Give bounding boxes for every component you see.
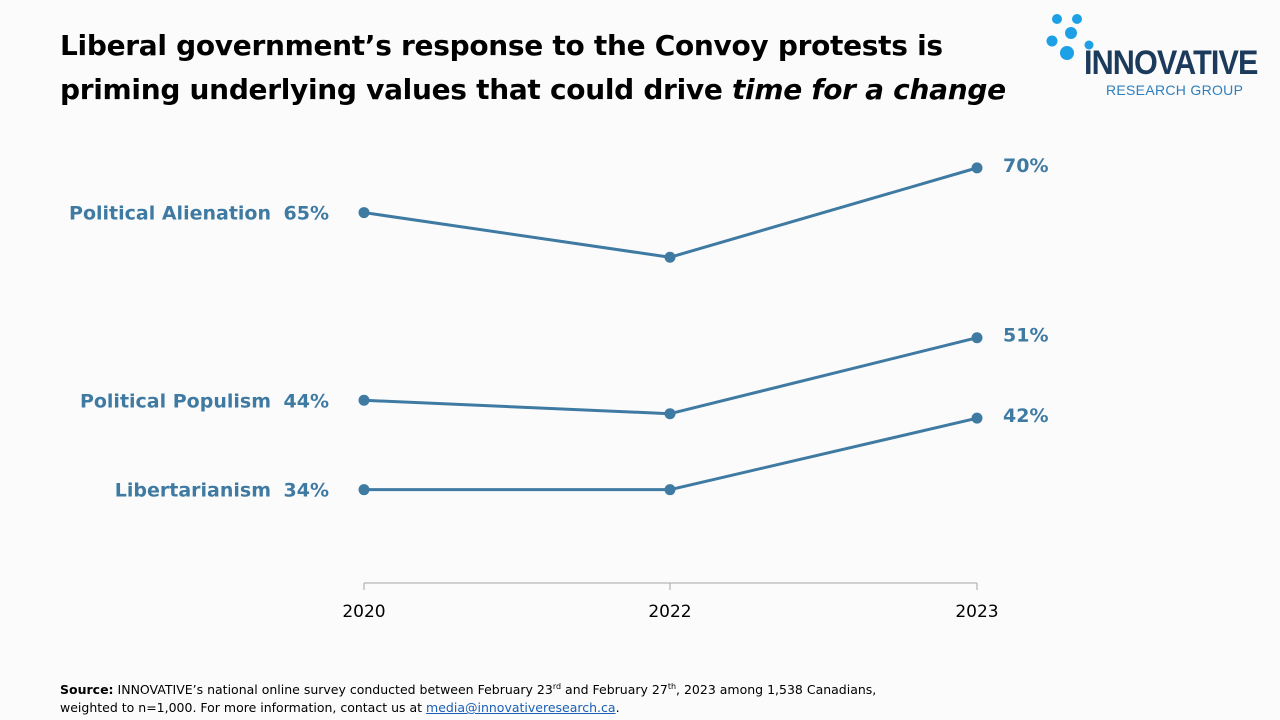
source-end: . xyxy=(615,700,620,716)
data-label-start: 65% xyxy=(284,203,329,225)
data-point xyxy=(358,394,370,406)
title-line-2: priming underlying values that could dri… xyxy=(60,68,1040,112)
x-tick-label: 2022 xyxy=(648,602,691,622)
source-note: Source: INNOVATIVE’s national online sur… xyxy=(60,678,960,717)
source-label: Source: xyxy=(60,682,114,698)
data-point xyxy=(971,162,983,174)
data-point xyxy=(664,408,676,420)
logo-wordmark: INNOVATIVE xyxy=(1084,44,1258,82)
data-point xyxy=(971,412,983,424)
data-point xyxy=(971,332,983,344)
series-name-label: Political Populism xyxy=(80,390,271,412)
source-text-c: , 2023 among 1,538 Canadians, xyxy=(676,682,877,698)
x-tick-label: 2023 xyxy=(955,602,998,622)
data-point xyxy=(358,484,370,496)
data-point xyxy=(664,251,676,263)
data-label-end: 42% xyxy=(1003,405,1048,427)
series-name-label: Political Alienation xyxy=(69,203,271,225)
source-text-b: and February 27 xyxy=(561,682,668,698)
series-line xyxy=(363,336,978,416)
title-line-2-prefix: priming underlying values that could dri… xyxy=(60,73,732,106)
data-label-end: 70% xyxy=(1003,155,1048,177)
data-label-start: 34% xyxy=(284,480,329,502)
logo-subtitle: RESEARCH GROUP xyxy=(1106,82,1244,98)
source-text-d: weighted to n=1,000. For more informatio… xyxy=(60,700,427,716)
title-line-1: Liberal government’s response to the Con… xyxy=(60,29,943,62)
source-sup-2: th xyxy=(667,682,677,691)
source-sup-1: rd xyxy=(552,682,562,691)
series-line xyxy=(364,416,978,492)
x-tick-label: 2020 xyxy=(342,602,385,622)
data-label-start: 44% xyxy=(284,390,329,412)
source-text-a: INNOVATIVE’s national online survey cond… xyxy=(117,682,553,698)
logo-dots-icon xyxy=(1046,14,1094,60)
series-line xyxy=(363,166,978,259)
page-title: Liberal government’s response to the Con… xyxy=(60,24,1040,112)
company-logo: INNOVATIVE RESEARCH GROUP xyxy=(1040,10,1275,105)
data-point xyxy=(664,484,676,496)
series-name-label: Libertarianism xyxy=(115,480,271,502)
data-label-end: 51% xyxy=(1003,325,1048,347)
contact-email-link[interactable]: media@innovativeresearch.ca xyxy=(426,700,616,716)
data-point xyxy=(358,207,370,219)
title-line-2-italic: time for a change xyxy=(731,73,1006,106)
